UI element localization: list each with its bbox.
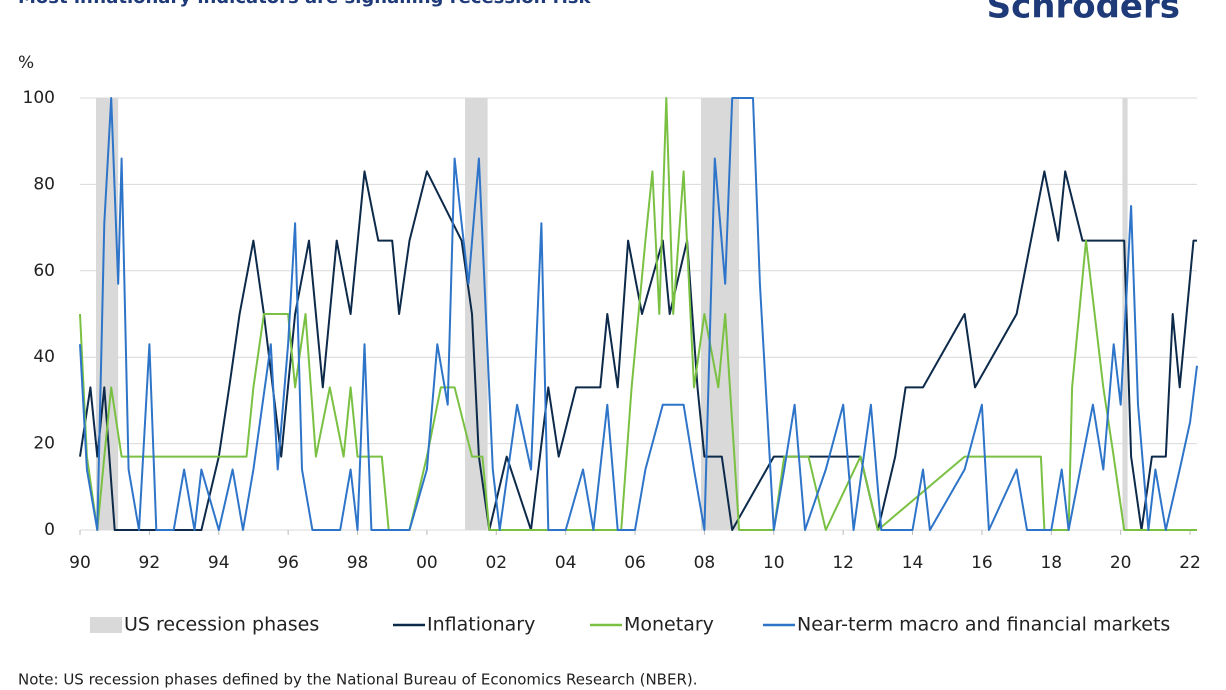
x-tick-label: 12 xyxy=(832,553,854,573)
x-tick-label: 98 xyxy=(347,553,369,573)
y-tick-label: 100 xyxy=(23,88,55,108)
y-tick-label: 80 xyxy=(33,174,55,194)
x-tick-label: 00 xyxy=(416,553,438,573)
x-tick-label: 92 xyxy=(139,553,161,573)
series-line xyxy=(79,97,1198,531)
y-tick-label: 40 xyxy=(33,347,55,367)
x-tick-label: 22 xyxy=(1179,553,1201,573)
x-tick-label: 20 xyxy=(1110,553,1132,573)
x-tick-label: 06 xyxy=(624,553,646,573)
y-tick-label: 60 xyxy=(33,261,55,281)
x-tick-label: 96 xyxy=(277,553,299,573)
y-tick-label: 20 xyxy=(33,434,55,454)
series-line xyxy=(79,170,1197,531)
x-tick-label: 94 xyxy=(208,553,230,573)
x-tick-label: 16 xyxy=(971,553,993,573)
x-tick-label: 02 xyxy=(485,553,507,573)
x-tick-label: 18 xyxy=(1040,553,1062,573)
chart-title: Most inflationary indicators are signall… xyxy=(18,0,591,8)
legend-label: Inflationary xyxy=(427,614,535,636)
legend-label: Near-term macro and financial markets xyxy=(797,614,1170,636)
note: Note: US recession phases defined by the… xyxy=(18,671,698,689)
recession-band xyxy=(465,98,488,530)
legend-swatch xyxy=(90,617,122,633)
x-tick-label: 04 xyxy=(555,553,577,573)
y-unit: % xyxy=(18,53,34,73)
x-tick-label: 90 xyxy=(69,553,91,573)
logo: Schroders xyxy=(987,0,1180,27)
y-tick-label: 0 xyxy=(44,520,55,540)
legend-label: Monetary xyxy=(624,614,714,636)
x-tick-label: 14 xyxy=(902,553,924,573)
series-line xyxy=(79,97,1197,531)
x-tick-label: 08 xyxy=(694,553,716,573)
legend-label: US recession phases xyxy=(124,614,319,636)
x-tick-label: 10 xyxy=(763,553,785,573)
